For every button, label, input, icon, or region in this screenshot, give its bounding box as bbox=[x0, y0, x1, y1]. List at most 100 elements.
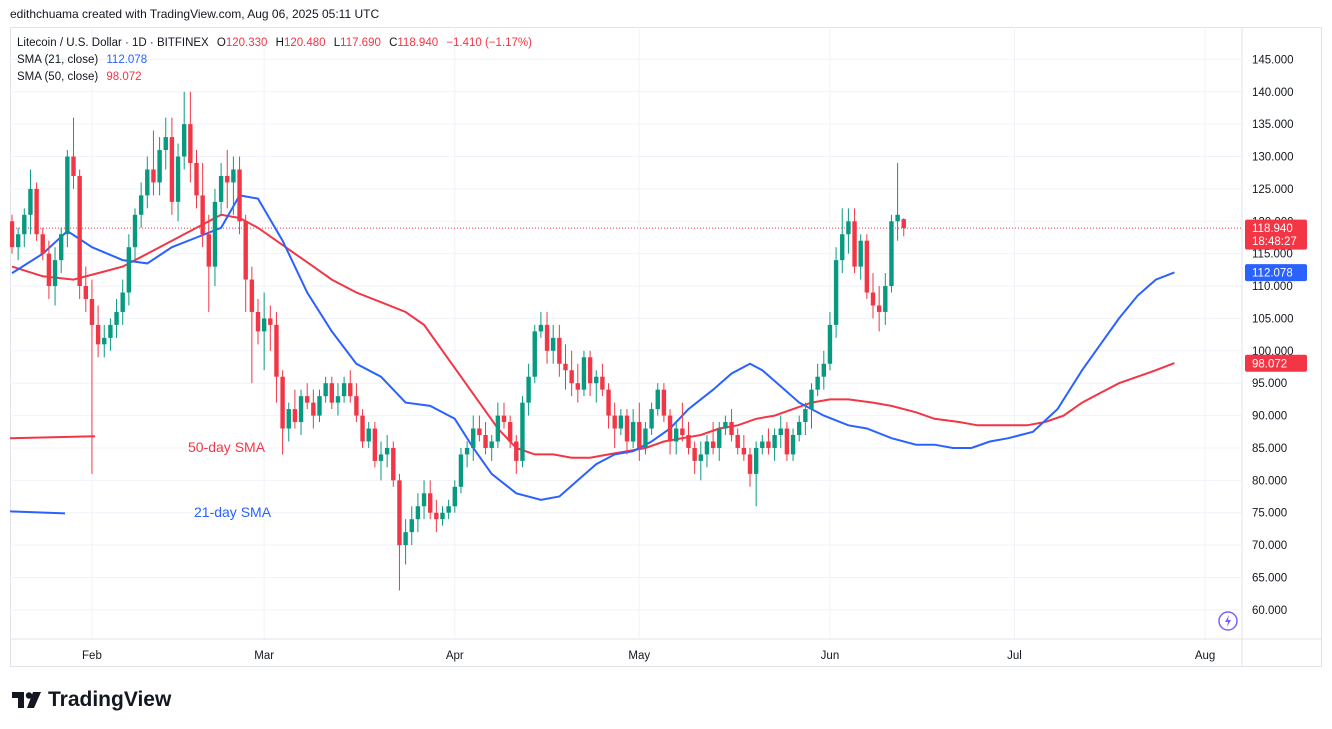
tradingview-logo[interactable]: TradingView bbox=[12, 688, 171, 712]
candle-down[interactable] bbox=[305, 396, 310, 403]
candle-up[interactable] bbox=[815, 376, 820, 390]
candle-down[interactable] bbox=[637, 422, 642, 448]
candle-up[interactable] bbox=[778, 428, 783, 435]
candle-up[interactable] bbox=[132, 214, 138, 248]
candle-up[interactable] bbox=[335, 396, 341, 403]
candle-up[interactable] bbox=[261, 318, 267, 332]
candle-up[interactable] bbox=[126, 247, 132, 293]
candle-down[interactable] bbox=[735, 435, 740, 448]
candle-down[interactable] bbox=[428, 493, 433, 513]
legend-sma21-row[interactable]: SMA (21, close) 112.078 bbox=[17, 52, 532, 69]
candle-up[interactable] bbox=[409, 519, 414, 533]
candle-down[interactable] bbox=[354, 396, 359, 416]
candle-up[interactable] bbox=[341, 383, 347, 397]
replay-icon[interactable] bbox=[1218, 611, 1238, 631]
candle-down[interactable] bbox=[237, 169, 242, 222]
candle-down[interactable] bbox=[876, 305, 882, 312]
candle-up[interactable] bbox=[833, 260, 839, 325]
candle-down[interactable] bbox=[10, 221, 15, 248]
candle-up[interactable] bbox=[594, 376, 599, 384]
candle-up[interactable] bbox=[175, 156, 181, 202]
candle-down[interactable] bbox=[710, 441, 716, 448]
candle-down[interactable] bbox=[397, 480, 402, 546]
candle-down[interactable] bbox=[329, 383, 334, 403]
candle-down[interactable] bbox=[151, 169, 156, 183]
candle-up[interactable] bbox=[464, 447, 470, 455]
candle-up[interactable] bbox=[889, 221, 894, 287]
candle-down[interactable] bbox=[784, 428, 790, 455]
candle-up[interactable] bbox=[22, 214, 27, 235]
candle-down[interactable] bbox=[71, 156, 76, 176]
candle-down[interactable] bbox=[360, 415, 365, 442]
candle-up[interactable] bbox=[440, 512, 445, 520]
candle-up[interactable] bbox=[157, 150, 162, 183]
candle-down[interactable] bbox=[34, 188, 39, 235]
candle-up[interactable] bbox=[489, 441, 494, 448]
candle-down[interactable] bbox=[46, 253, 52, 287]
candle-down[interactable] bbox=[89, 299, 95, 325]
candle-up[interactable] bbox=[145, 169, 150, 196]
candle-up[interactable] bbox=[108, 324, 113, 338]
candle-down[interactable] bbox=[292, 409, 298, 423]
legend-sma50-row[interactable]: SMA (50, close) 98.072 bbox=[17, 69, 532, 86]
candle-up[interactable] bbox=[895, 214, 900, 222]
candle-down[interactable] bbox=[901, 219, 906, 229]
candle-down[interactable] bbox=[729, 422, 734, 435]
candle-up[interactable] bbox=[15, 234, 21, 248]
candle-down[interactable] bbox=[661, 389, 667, 416]
candle-up[interactable] bbox=[532, 331, 537, 377]
candle-down[interactable] bbox=[747, 454, 753, 474]
candle-up[interactable] bbox=[790, 435, 796, 455]
candle-down[interactable] bbox=[852, 221, 857, 267]
candle-up[interactable] bbox=[28, 188, 33, 215]
candle-up[interactable] bbox=[366, 428, 371, 442]
candle-down[interactable] bbox=[268, 318, 273, 325]
candle-down[interactable] bbox=[606, 389, 611, 416]
candle-up[interactable] bbox=[538, 324, 544, 332]
candle-up[interactable] bbox=[551, 337, 556, 351]
candle-up[interactable] bbox=[138, 195, 144, 215]
candle-up[interactable] bbox=[520, 402, 525, 461]
candle-up[interactable] bbox=[846, 221, 851, 235]
candle-up[interactable] bbox=[421, 493, 427, 507]
candle-up[interactable] bbox=[797, 422, 802, 435]
candle-up[interactable] bbox=[717, 428, 722, 448]
candle-down[interactable] bbox=[255, 311, 261, 332]
candle-up[interactable] bbox=[317, 396, 322, 416]
candle-down[interactable] bbox=[83, 286, 88, 299]
candle-down[interactable] bbox=[680, 428, 685, 435]
candle-up[interactable] bbox=[286, 409, 291, 429]
candle-up[interactable] bbox=[858, 240, 863, 267]
candle-down[interactable] bbox=[864, 240, 870, 293]
candle-down[interactable] bbox=[667, 415, 673, 442]
candle-down[interactable] bbox=[557, 337, 562, 364]
candle-up[interactable] bbox=[698, 454, 703, 461]
candle-up[interactable] bbox=[821, 363, 826, 377]
candle-up[interactable] bbox=[446, 506, 451, 513]
candle-up[interactable] bbox=[649, 409, 654, 429]
candle-up[interactable] bbox=[52, 260, 58, 287]
candle-up[interactable] bbox=[704, 441, 710, 455]
candle-down[interactable] bbox=[77, 175, 82, 287]
candle-up[interactable] bbox=[384, 447, 390, 455]
candle-down[interactable] bbox=[600, 376, 605, 390]
candle-down[interactable] bbox=[391, 447, 396, 481]
candle-down[interactable] bbox=[870, 292, 876, 306]
candle-up[interactable] bbox=[630, 422, 636, 442]
candle-up[interactable] bbox=[163, 137, 168, 151]
candle-down[interactable] bbox=[243, 221, 248, 280]
candle-down[interactable] bbox=[311, 402, 316, 416]
candle-up[interactable] bbox=[809, 389, 814, 410]
candle-up[interactable] bbox=[723, 422, 728, 429]
candle-down[interactable] bbox=[348, 383, 353, 397]
candle-down[interactable] bbox=[741, 447, 747, 455]
candle-down[interactable] bbox=[507, 422, 513, 442]
candle-down[interactable] bbox=[249, 279, 255, 312]
price-chart[interactable]: 50-day SMA 21-day SMA 60.000 65.000 70.000 75… bbox=[10, 27, 1322, 667]
candle-up[interactable] bbox=[323, 383, 328, 397]
candle-down[interactable] bbox=[569, 370, 574, 384]
candle-up[interactable] bbox=[120, 292, 125, 312]
candle-down[interactable] bbox=[624, 415, 630, 442]
candle-up[interactable] bbox=[403, 532, 408, 546]
candle-down[interactable] bbox=[563, 363, 568, 371]
